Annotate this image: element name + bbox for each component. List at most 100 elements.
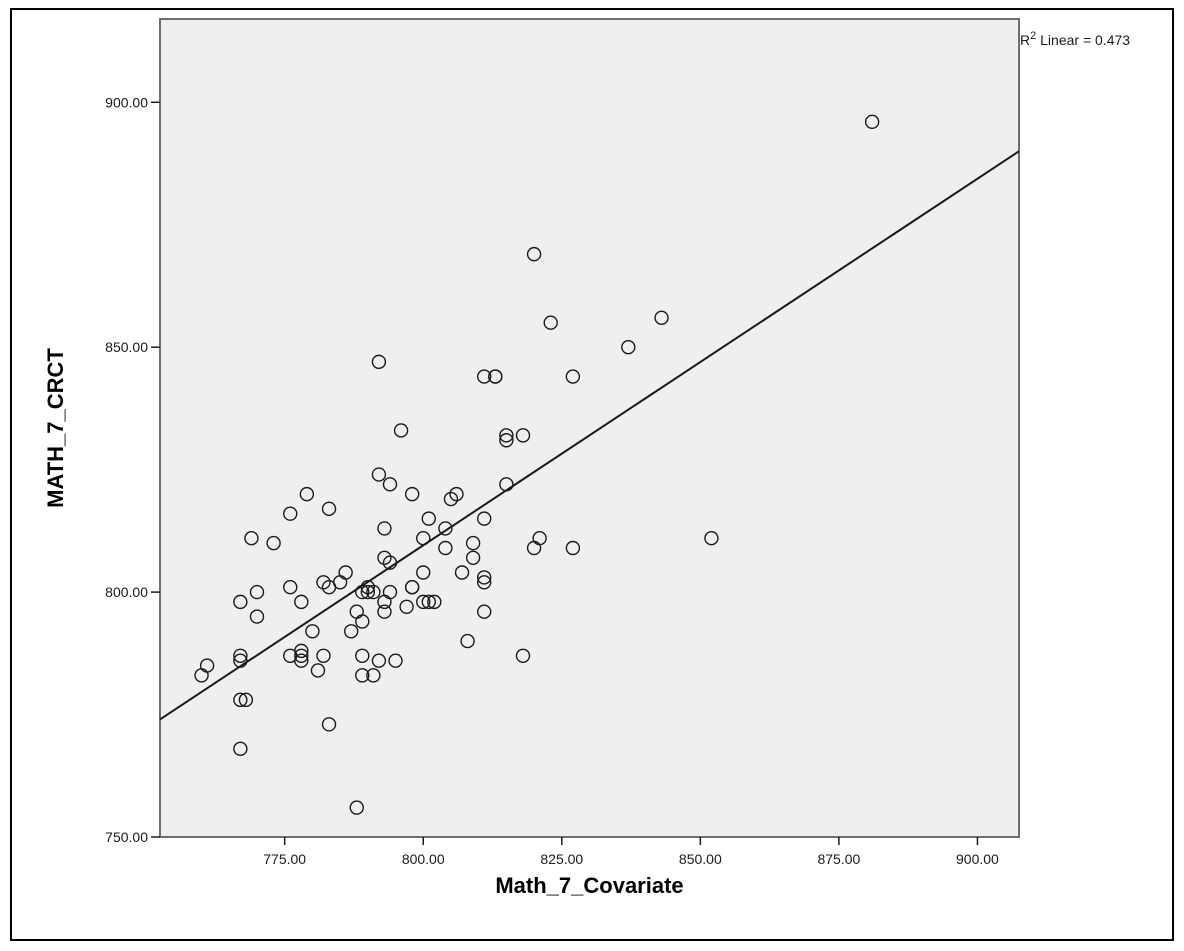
data-point bbox=[238, 692, 254, 708]
data-point bbox=[360, 579, 376, 595]
data-point bbox=[371, 467, 387, 482]
data-point bbox=[355, 668, 370, 683]
data-point bbox=[438, 540, 453, 556]
data-point bbox=[499, 477, 514, 492]
data-point bbox=[477, 570, 492, 585]
data-point bbox=[421, 511, 436, 526]
y-tick-label: 800.00 bbox=[105, 584, 148, 600]
data-point bbox=[477, 511, 492, 526]
data-point bbox=[465, 535, 481, 551]
data-point bbox=[416, 531, 431, 546]
y-axis: 750.00 800.00 850.00 900.00 bbox=[105, 94, 160, 845]
data-point bbox=[233, 594, 248, 610]
data-point bbox=[654, 310, 669, 325]
data-point bbox=[377, 550, 392, 566]
data-point bbox=[294, 648, 309, 663]
data-point bbox=[294, 594, 309, 610]
data-point bbox=[565, 369, 581, 384]
data-point bbox=[377, 521, 392, 536]
data-point bbox=[438, 521, 453, 536]
data-point bbox=[393, 423, 409, 438]
x-tick-label: 900.00 bbox=[956, 851, 999, 867]
x-tick-label: 850.00 bbox=[679, 851, 722, 867]
data-point bbox=[388, 653, 403, 668]
data-point bbox=[233, 648, 248, 663]
data-point bbox=[371, 653, 387, 668]
data-point bbox=[864, 114, 880, 130]
data-point bbox=[321, 501, 337, 517]
data-point bbox=[349, 800, 364, 815]
data-point bbox=[371, 354, 387, 370]
data-point bbox=[249, 609, 265, 624]
data-point bbox=[294, 653, 309, 668]
y-tick-label: 900.00 bbox=[105, 94, 148, 110]
x-axis: 775.00 800.00 825.00 850.00 875.00 900.00 bbox=[263, 837, 999, 867]
data-point bbox=[399, 599, 414, 614]
data-point bbox=[283, 579, 298, 595]
data-point bbox=[460, 633, 475, 649]
data-point bbox=[233, 653, 248, 668]
data-point bbox=[338, 565, 353, 580]
data-point bbox=[283, 506, 298, 521]
data-point bbox=[294, 643, 309, 659]
data-point bbox=[355, 614, 370, 629]
data-point bbox=[565, 540, 581, 556]
data-point bbox=[443, 491, 459, 507]
data-point bbox=[499, 433, 514, 448]
data-point bbox=[316, 575, 331, 590]
data-point bbox=[382, 584, 398, 600]
x-tick-label: 800.00 bbox=[402, 851, 445, 867]
data-point bbox=[421, 594, 436, 610]
data-point bbox=[305, 624, 320, 639]
x-tick-label: 825.00 bbox=[540, 851, 583, 867]
y-tick-label: 750.00 bbox=[105, 829, 148, 845]
data-point bbox=[488, 369, 503, 384]
data-point bbox=[199, 658, 215, 673]
data-point bbox=[355, 584, 370, 600]
data-point bbox=[299, 486, 315, 502]
data-point bbox=[355, 648, 370, 663]
r2-label: R2 Linear = 0.473 bbox=[1020, 30, 1130, 48]
data-point bbox=[382, 555, 398, 570]
data-point bbox=[316, 648, 331, 663]
data-point bbox=[477, 604, 492, 619]
data-point bbox=[343, 624, 359, 639]
data-point bbox=[477, 575, 492, 590]
data-point bbox=[366, 668, 381, 683]
data-point bbox=[621, 339, 636, 355]
data-point bbox=[404, 486, 420, 502]
data-point bbox=[382, 477, 398, 492]
data-point bbox=[244, 531, 259, 546]
data-point bbox=[404, 579, 420, 595]
regression-line bbox=[159, 150, 1020, 721]
data-point bbox=[515, 648, 531, 663]
data-point bbox=[515, 428, 531, 443]
x-axis-title: Math_7_Covariate bbox=[495, 873, 683, 898]
data-point bbox=[377, 604, 392, 619]
data-point bbox=[704, 531, 719, 546]
data-point bbox=[454, 565, 470, 580]
data-point bbox=[233, 741, 248, 757]
x-tick-label: 775.00 bbox=[263, 851, 306, 867]
data-point bbox=[233, 692, 248, 708]
data-point bbox=[310, 663, 326, 678]
data-point bbox=[249, 584, 265, 600]
data-point bbox=[543, 315, 558, 330]
data-point bbox=[427, 594, 442, 610]
data-point bbox=[532, 531, 547, 546]
data-point bbox=[416, 594, 431, 610]
data-point bbox=[499, 428, 514, 443]
data-point bbox=[321, 717, 337, 732]
data-point bbox=[465, 550, 481, 566]
data-point bbox=[416, 565, 431, 580]
data-point bbox=[266, 535, 281, 551]
data-points bbox=[194, 114, 880, 815]
data-point bbox=[366, 584, 381, 600]
plot-area bbox=[159, 18, 1020, 838]
data-point bbox=[360, 584, 376, 600]
y-tick-label: 850.00 bbox=[105, 339, 148, 355]
data-point bbox=[526, 246, 542, 262]
data-point bbox=[477, 369, 492, 384]
y-axis-title: MATH_7_CRCT bbox=[43, 348, 68, 508]
